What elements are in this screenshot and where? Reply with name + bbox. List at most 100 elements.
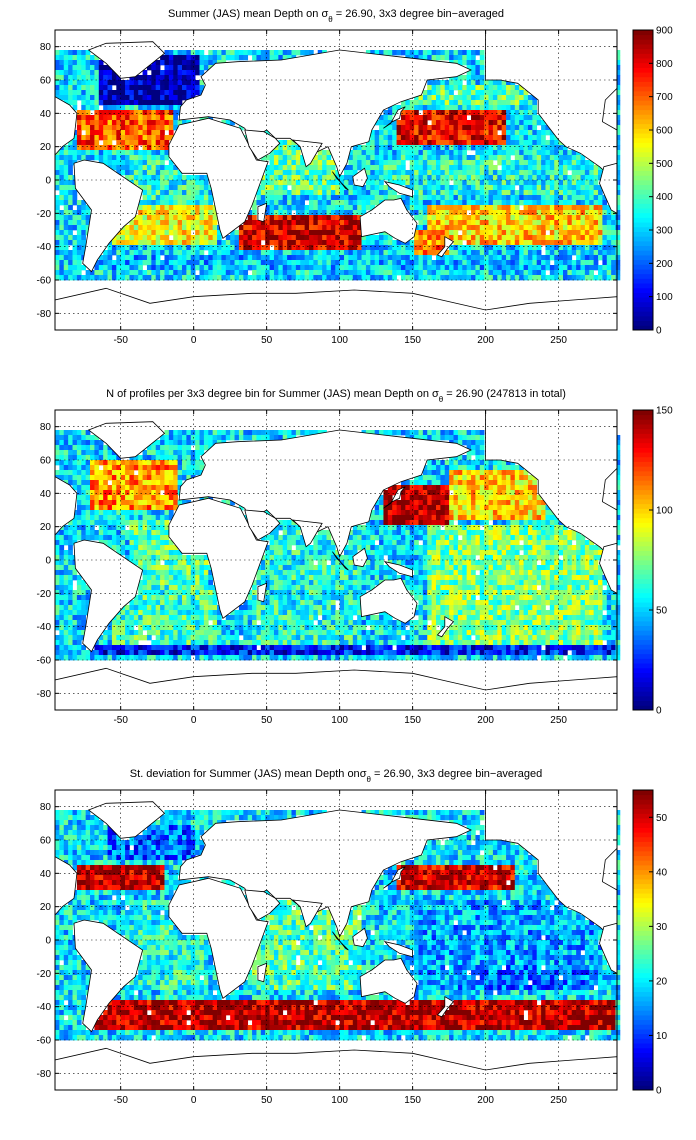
data-cell	[488, 230, 494, 236]
data-cell	[602, 200, 608, 206]
data-cell	[317, 185, 323, 191]
data-cell	[466, 160, 472, 166]
data-cell	[182, 255, 187, 261]
data-cell	[76, 490, 82, 496]
data-cell	[295, 205, 301, 211]
data-cell	[295, 160, 301, 166]
data-cell	[409, 210, 415, 216]
colorbar-swatch	[633, 44, 653, 50]
data-cell	[558, 250, 564, 256]
data-cell	[278, 210, 284, 216]
data-cell	[247, 215, 253, 221]
data-cell	[615, 180, 621, 186]
data-cell	[322, 245, 327, 251]
data-cell	[155, 230, 161, 236]
data-cell	[103, 450, 108, 456]
data-cell	[361, 210, 367, 216]
data-cell	[457, 235, 463, 241]
data-cell	[85, 215, 91, 221]
data-cell	[427, 475, 432, 481]
data-cell	[177, 450, 183, 456]
data-cell	[90, 450, 95, 456]
data-cell	[138, 275, 143, 281]
data-cell	[348, 165, 354, 171]
data-cell	[589, 200, 594, 206]
data-cell	[527, 140, 533, 146]
data-cell	[615, 465, 621, 471]
data-cell	[344, 210, 349, 216]
data-cell	[435, 245, 441, 251]
data-cell	[146, 245, 152, 251]
data-cell	[453, 255, 459, 261]
data-cell	[142, 125, 148, 131]
data-cell	[63, 250, 69, 256]
data-cell	[514, 165, 520, 171]
data-cell	[510, 115, 516, 121]
data-cell	[98, 500, 104, 506]
data-cell	[536, 230, 542, 236]
data-cell	[506, 105, 511, 111]
data-cell	[146, 90, 152, 96]
data-cell	[300, 200, 305, 206]
data-cell	[510, 185, 516, 191]
data-cell	[129, 485, 135, 491]
data-cell	[527, 195, 533, 201]
data-cell	[225, 275, 231, 281]
data-cell	[497, 270, 503, 276]
data-cell	[615, 250, 621, 256]
data-cell	[146, 485, 152, 491]
data-cell	[125, 465, 130, 471]
data-cell	[238, 245, 244, 251]
data-cell	[160, 170, 165, 176]
data-cell	[466, 500, 472, 506]
data-cell	[81, 265, 87, 271]
data-cell	[435, 90, 441, 96]
data-cell	[76, 130, 82, 136]
data-cell	[466, 205, 472, 211]
data-cell	[195, 445, 200, 451]
data-cell	[208, 435, 213, 441]
data-cell	[449, 505, 454, 511]
data-cell	[238, 505, 244, 511]
data-cell	[554, 225, 559, 231]
data-cell	[523, 120, 529, 126]
data-cell	[85, 470, 91, 476]
data-cell	[173, 170, 178, 176]
data-cell	[107, 120, 113, 126]
data-cell	[322, 170, 327, 176]
data-cell	[72, 235, 78, 241]
colorbar-swatch	[633, 212, 653, 218]
data-cell	[580, 195, 586, 201]
data-cell	[418, 55, 424, 61]
data-cell	[81, 110, 87, 116]
data-cell	[536, 160, 542, 166]
data-cell	[168, 165, 174, 171]
data-cell	[238, 270, 244, 276]
data-cell	[94, 65, 100, 71]
data-cell	[317, 155, 323, 161]
data-cell	[76, 440, 82, 446]
data-cell	[160, 100, 165, 106]
data-cell	[287, 140, 292, 146]
data-cell	[247, 220, 253, 226]
data-cell	[304, 175, 310, 181]
data-cell	[203, 180, 209, 186]
data-cell	[282, 265, 288, 271]
data-cell	[400, 145, 406, 151]
data-cell	[133, 235, 139, 241]
data-cell	[593, 165, 599, 171]
data-cell	[383, 430, 389, 436]
data-cell	[396, 145, 402, 151]
data-cell	[519, 250, 524, 256]
data-cell	[76, 95, 82, 101]
data-cell	[580, 205, 586, 211]
data-cell	[541, 195, 546, 201]
data-cell	[339, 215, 345, 221]
data-cell	[488, 205, 494, 211]
colorbar-swatch	[633, 175, 653, 181]
data-cell	[558, 195, 564, 201]
data-cell	[199, 60, 205, 66]
data-cell	[431, 125, 437, 131]
data-cell	[562, 200, 568, 206]
chart-title-subscript: θ	[439, 395, 444, 404]
